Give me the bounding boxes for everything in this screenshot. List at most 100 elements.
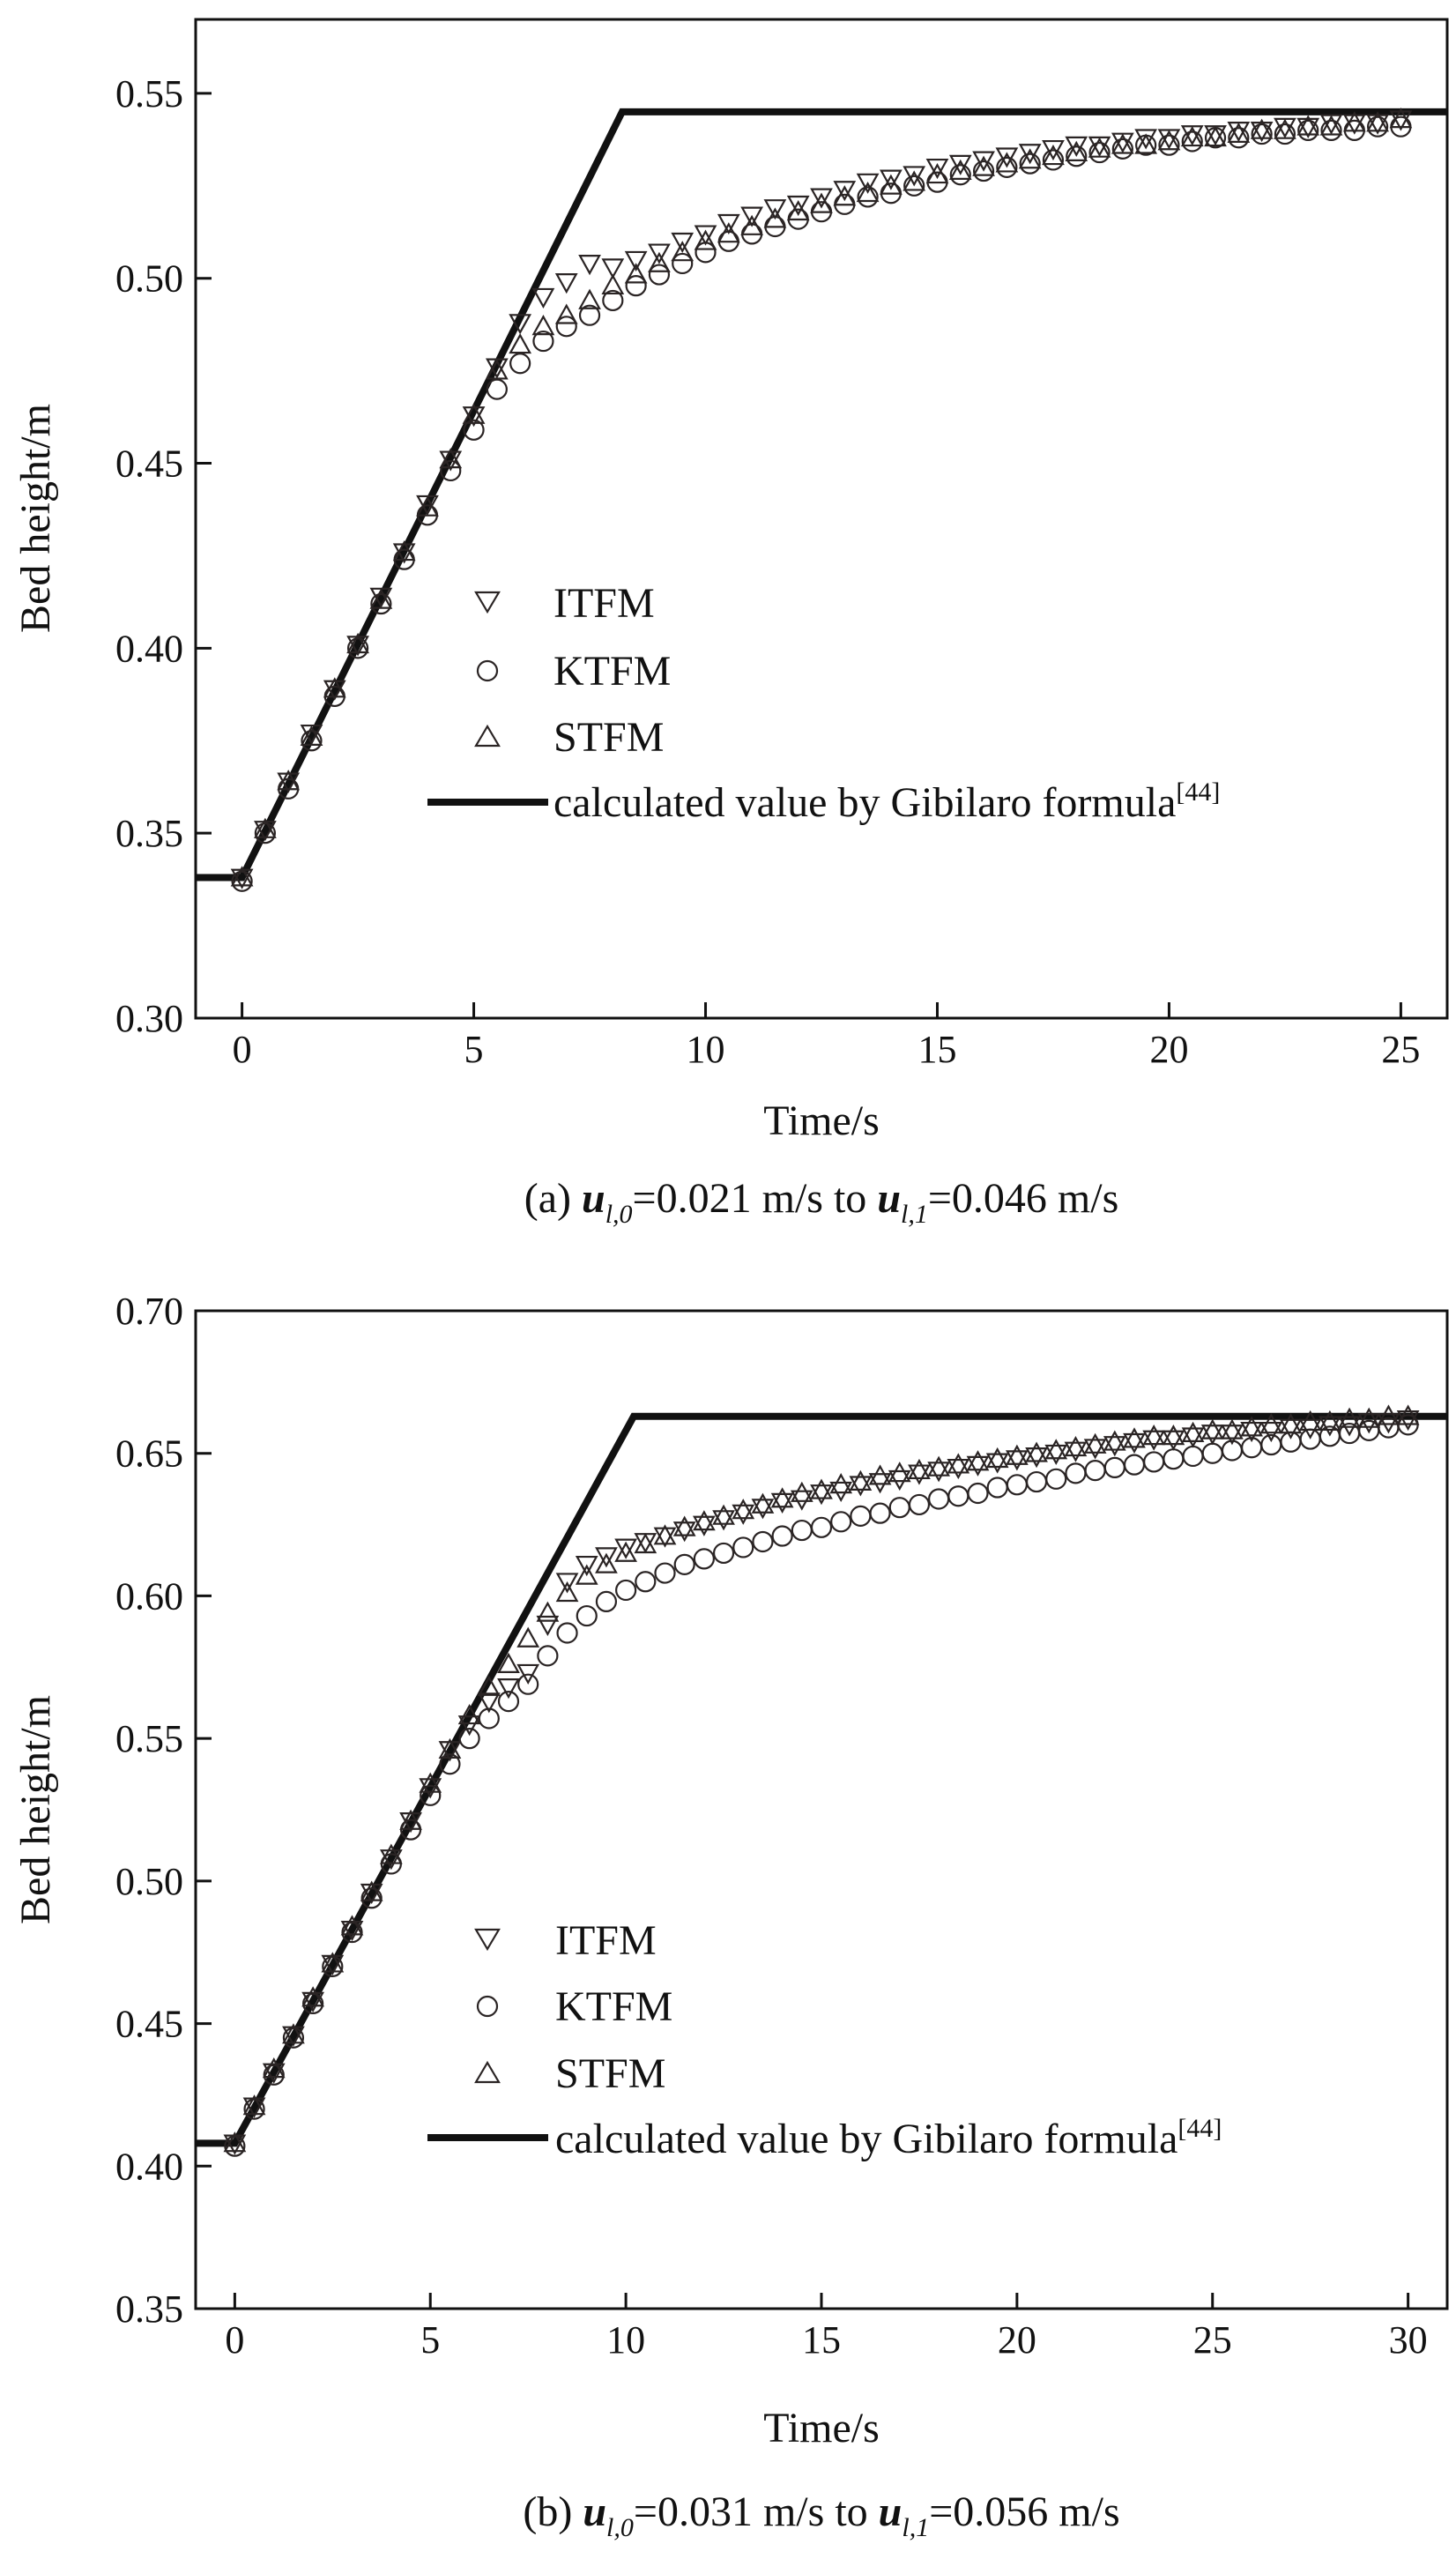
panel-b-x-tick-label: 15 bbox=[802, 2318, 841, 2362]
panel-b-itfm-point bbox=[1006, 1450, 1029, 1471]
panel-b-ktfm-point bbox=[908, 1493, 931, 1516]
panel-a-itfm-point bbox=[671, 232, 695, 254]
panel-a-stfm-point bbox=[531, 315, 555, 336]
panel-b-itfm-point bbox=[829, 1481, 853, 1503]
panel-b-ktfm-point bbox=[595, 1590, 618, 1612]
panel-a-ktfm-point bbox=[625, 275, 647, 297]
panel-b-itfm-point bbox=[1142, 1430, 1166, 1451]
panel-b-stfm-point bbox=[1181, 1421, 1205, 1442]
panel-b-stfm-point bbox=[438, 1737, 462, 1759]
panel-b-caption-to-symbol: u bbox=[879, 2488, 903, 2535]
panel-b-ktfm-point bbox=[360, 1887, 383, 1909]
panel-b-itfm-point bbox=[1221, 1425, 1244, 1446]
panel-a-stfm-point bbox=[1134, 133, 1158, 154]
panel-a-stfm-point bbox=[925, 162, 949, 184]
panel-b-itfm-point bbox=[1044, 1444, 1068, 1465]
panel-b-stfm-point bbox=[1025, 1441, 1048, 1462]
panel-b-ktfm-point bbox=[771, 1525, 793, 1547]
panel-a-stfm-point bbox=[717, 222, 740, 243]
panel-a-stfm-point bbox=[509, 333, 532, 354]
panel-b-itfm-point bbox=[477, 1692, 501, 1714]
panel-b-itfm-point bbox=[575, 1555, 598, 1577]
panel-b-stfm-point bbox=[1142, 1425, 1166, 1446]
panel-b-ktfm-point bbox=[635, 1571, 657, 1593]
panel-b-itfm-point bbox=[770, 1492, 794, 1514]
panel-b-stfm-point bbox=[693, 1510, 716, 1531]
panel-b-itfm-point bbox=[380, 1849, 403, 1871]
panel-b-axes-frame bbox=[194, 1309, 1449, 2310]
panel-b-ktfm-point bbox=[732, 1536, 754, 1558]
panel-b-itfm-point bbox=[672, 1521, 696, 1543]
panel-b-ktfm-point bbox=[517, 1673, 539, 1695]
panel-a-itfm-point bbox=[948, 154, 972, 175]
panel-b-itfm-point bbox=[908, 1464, 931, 1485]
panel-b-ktfm-point bbox=[693, 1548, 715, 1570]
panel-b-stfm-point bbox=[1044, 1439, 1068, 1460]
panel-b-itfm-point bbox=[1298, 1418, 1322, 1439]
panel-b-ktfm-point bbox=[830, 1511, 852, 1533]
panel-a-stfm-point bbox=[369, 588, 393, 609]
panel-a-ktfm-point bbox=[254, 822, 276, 844]
panel-a-stfm-point bbox=[1366, 111, 1389, 132]
panel-a-itfm-point bbox=[578, 255, 601, 276]
panel-a-stfm-point bbox=[694, 229, 717, 250]
panel-b-itfm-point bbox=[712, 1510, 735, 1531]
panel-a-plot-area: 0 5 10 15 20 25 0.30 0.35 0.40 0.45 0.50 0.55 bbox=[115, 72, 1447, 1071]
panel-a-stfm-point bbox=[648, 251, 671, 272]
panel-a-stfm-point bbox=[995, 152, 1019, 173]
panel-a-legend-ktfm-label: KTFM bbox=[553, 648, 671, 695]
panel-b-y-tick-label: 0.45 bbox=[115, 2003, 183, 2046]
panel-b-series-stfm bbox=[223, 1404, 1420, 2153]
panel-b-ktfm-point bbox=[322, 1955, 344, 1977]
panel-b-stfm-point bbox=[790, 1481, 813, 1502]
panel-b-ktfm-point bbox=[947, 1485, 969, 1507]
panel-b-ktfm-point bbox=[282, 2027, 305, 2049]
panel-b-stfm-point bbox=[282, 2023, 305, 2044]
panel-b-stfm-point bbox=[634, 1532, 657, 1554]
panel-b-stfm-point bbox=[908, 1458, 931, 1480]
panel-a-ktfm-point bbox=[1088, 141, 1111, 164]
panel-b-y-axis-label: Bed height/m bbox=[12, 1695, 59, 1924]
panel-b-stfm-point bbox=[380, 1843, 403, 1864]
panel-a-stfm-point bbox=[462, 403, 486, 424]
panel-b-itfm-point bbox=[1396, 1410, 1420, 1432]
panel-b-ktfm-point bbox=[986, 1477, 1008, 1499]
panel-b-stfm-point bbox=[1338, 1407, 1361, 1428]
panel-a-ktfm-point bbox=[903, 175, 925, 197]
panel-b-itfm-point bbox=[790, 1490, 813, 1511]
panel-b-itfm-point bbox=[693, 1515, 716, 1536]
panel-a-stfm-point bbox=[880, 174, 903, 195]
panel-a-itfm-point bbox=[995, 147, 1019, 168]
panel-b-stfm-point bbox=[1357, 1407, 1381, 1428]
panel-b-stfm-point bbox=[1006, 1444, 1029, 1465]
panel-a-caption-from-sub: l,0 bbox=[605, 1200, 633, 1229]
panel-a-ktfm-point bbox=[602, 289, 624, 312]
panel-b-stfm-point bbox=[1200, 1418, 1224, 1439]
panel-b-itfm-point bbox=[1279, 1418, 1303, 1439]
panel-a-stfm-point bbox=[1274, 118, 1296, 139]
panel-a-stfm-point bbox=[554, 303, 578, 324]
panel-a-stfm-point bbox=[1111, 133, 1134, 154]
panel-b-itfm-point bbox=[1259, 1421, 1283, 1443]
panel-a-ktfm-point bbox=[1274, 123, 1296, 145]
panel-a-stfm-point bbox=[763, 207, 787, 228]
panel-b-itfm-point bbox=[614, 1538, 637, 1559]
panel-a-itfm-point bbox=[972, 151, 995, 172]
panel-b-ktfm-point bbox=[888, 1497, 910, 1519]
panel-a-stfm-point bbox=[1342, 111, 1366, 132]
panel-b-stfm-point bbox=[1396, 1404, 1420, 1425]
panel-b-ktfm-point bbox=[556, 1622, 578, 1644]
panel-b-y-tick-label: 0.50 bbox=[115, 1860, 183, 1903]
panel-b-ktfm-point bbox=[1065, 1462, 1087, 1484]
panel-b-itfm-point bbox=[966, 1455, 990, 1477]
panel-b-itfm-point bbox=[457, 1715, 481, 1737]
panel-a-x-tick-label: 10 bbox=[687, 1028, 725, 1071]
panel-b-itfm-point bbox=[1200, 1425, 1224, 1446]
panel-a-itfm-point bbox=[856, 173, 880, 194]
panel-b-caption-to-value: =0.056 m/s bbox=[929, 2488, 1119, 2535]
panel-a-y-tick-label: 0.35 bbox=[115, 812, 183, 855]
panel-b-ktfm-point bbox=[712, 1542, 735, 1565]
panel-a-legend-line-text: calculated value by Gibilaro formula bbox=[553, 779, 1176, 826]
panel-b-stfm-point bbox=[516, 1626, 540, 1648]
panel-b-x-tick-label: 10 bbox=[606, 2318, 645, 2362]
